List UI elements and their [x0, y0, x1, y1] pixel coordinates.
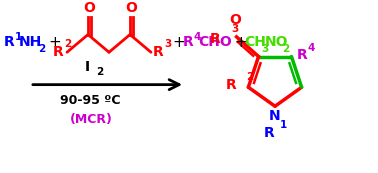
- Text: NO: NO: [265, 35, 288, 49]
- Text: O: O: [229, 13, 242, 27]
- Text: NH: NH: [19, 35, 42, 49]
- Text: R: R: [226, 78, 236, 92]
- Text: O: O: [125, 1, 137, 15]
- Text: 2: 2: [282, 44, 289, 54]
- Text: R: R: [296, 48, 307, 62]
- Text: R: R: [210, 32, 220, 46]
- Text: 1: 1: [279, 120, 287, 130]
- Text: 3: 3: [261, 44, 268, 54]
- Text: +: +: [172, 35, 185, 50]
- Text: R: R: [153, 45, 164, 59]
- Text: +: +: [48, 35, 61, 50]
- Text: 4: 4: [307, 43, 315, 53]
- Text: 2: 2: [38, 44, 45, 54]
- Text: CHO: CHO: [198, 35, 232, 49]
- Text: R: R: [263, 126, 274, 140]
- Text: 3: 3: [232, 24, 239, 34]
- Text: 90-95 ºC: 90-95 ºC: [60, 94, 121, 107]
- Text: R: R: [4, 35, 15, 49]
- Text: N: N: [269, 109, 281, 123]
- Text: 4: 4: [194, 31, 201, 42]
- Text: R: R: [183, 35, 194, 49]
- Text: 1: 1: [15, 31, 22, 42]
- Text: 2: 2: [64, 39, 71, 49]
- Text: 2: 2: [246, 72, 254, 82]
- Text: (MCR): (MCR): [70, 112, 113, 125]
- Text: CH: CH: [244, 35, 266, 49]
- Text: 3: 3: [164, 39, 171, 49]
- Text: O: O: [83, 1, 95, 15]
- Text: I: I: [85, 60, 90, 74]
- Text: R: R: [53, 45, 64, 59]
- Text: +: +: [234, 35, 247, 50]
- Text: 2: 2: [96, 67, 103, 77]
